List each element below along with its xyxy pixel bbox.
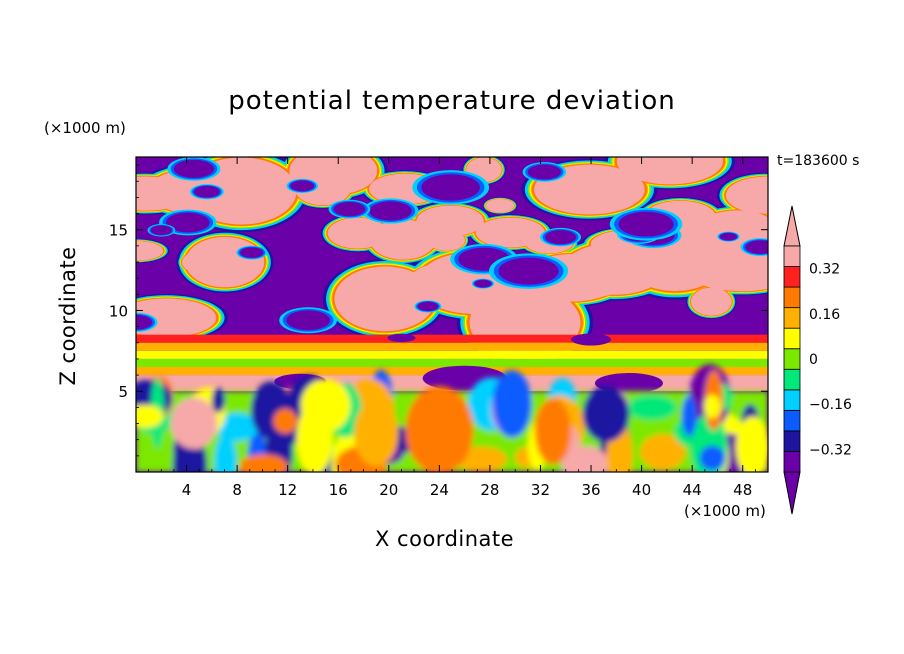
x-tick-label: 44: [683, 481, 702, 499]
y-tick-label: 15: [109, 222, 128, 240]
x-tick-label: 32: [531, 481, 550, 499]
colorbar-segment: [783, 245, 801, 267]
upper-cold-cells: [136, 157, 768, 334]
y-tick-label: 5: [118, 383, 128, 401]
y-axis-ticks: 5 10 15: [109, 164, 768, 457]
colorbar-segment: [783, 368, 801, 391]
layer-band: [136, 358, 768, 367]
colorbar-segment: [783, 286, 801, 309]
colorbar-segment: [783, 389, 801, 411]
colorbar-over-triangle: [783, 205, 801, 247]
layer-band: [136, 334, 768, 343]
x-axis-label: X coordinate: [375, 527, 515, 551]
chart-title: potential temperature deviation: [228, 86, 676, 116]
colorbar-under-triangle: [783, 471, 801, 515]
colorbar-segment: [783, 409, 801, 432]
colorbar-segment: [783, 266, 801, 288]
x-tick-label: 4: [182, 481, 192, 499]
layer-band: [136, 350, 768, 359]
x-tick-label: 12: [278, 481, 297, 499]
y-tick-label: 10: [109, 302, 128, 320]
x-tick-label: 16: [329, 481, 348, 499]
colorbar-label: −0.16: [809, 397, 852, 413]
x-tick-label: 36: [581, 481, 600, 499]
x-tick-label: 24: [430, 481, 449, 499]
colorbar-label: −0.32: [809, 442, 852, 458]
time-label: t=183600 s: [777, 153, 860, 169]
colorbar-label: 0.16: [809, 307, 840, 323]
x-tick-label: 20: [379, 481, 398, 499]
x-tick-label: 48: [733, 481, 752, 499]
x-tick-label: 40: [632, 481, 651, 499]
contour-field: [136, 157, 768, 472]
upper-band: [136, 157, 768, 359]
colorbar-segment: [783, 348, 801, 370]
stratified-layers: [136, 333, 768, 394]
upper-layer: [136, 157, 768, 367]
colorbar-segment: [783, 430, 801, 452]
x-tick-label: 8: [232, 481, 242, 499]
z-axis-unit: (×1000 m): [44, 119, 126, 137]
colorbar-segment: [783, 451, 801, 473]
colorbar: 0.32 0.16 0 −0.16 −0.32: [783, 205, 852, 515]
colorbar-label: 0.32: [809, 262, 840, 278]
colorbar-segment: [783, 327, 801, 350]
x-axis-unit: (×1000 m): [684, 502, 766, 520]
colorbar-label: 0: [809, 352, 818, 368]
x-axis-ticks: 4 8 12 16 20 24 28 32 36 40 44 48: [148, 157, 756, 499]
lower-convective-layer: [136, 364, 768, 472]
x-tick-label: 28: [480, 481, 499, 499]
colorbar-segment: [783, 307, 801, 329]
layer-band: [136, 342, 768, 351]
